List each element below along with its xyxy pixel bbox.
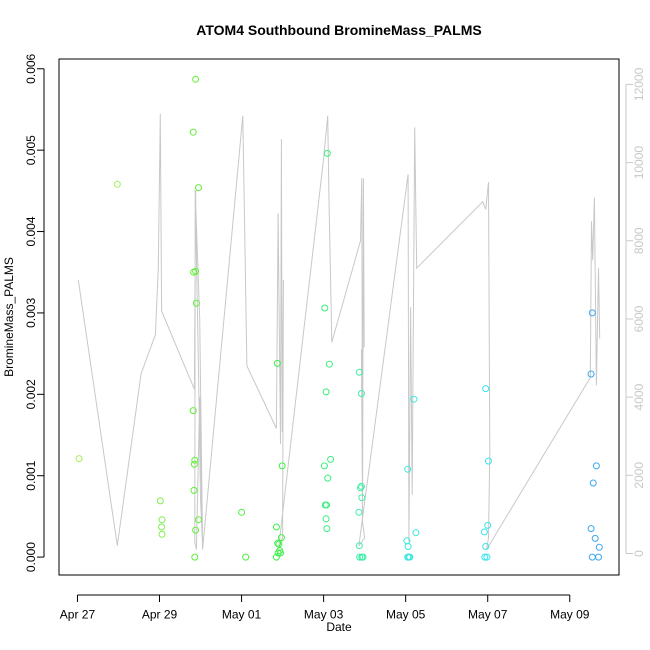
scatter-point [189, 407, 197, 415]
scatter-point [355, 542, 363, 550]
scatter-point [113, 180, 121, 188]
scatter-point [322, 388, 330, 396]
scatter-point [274, 539, 282, 547]
scatter-point [191, 553, 199, 561]
scatter-point [277, 534, 285, 542]
scatter-point [404, 543, 412, 550]
x-tick-label: May 09 [550, 608, 590, 622]
y2-tick-label: 2000 [632, 462, 646, 489]
scatter-point [356, 553, 364, 561]
scatter-point [275, 540, 283, 548]
y-tick-label: 0.006 [24, 53, 38, 83]
scatter-point [591, 534, 599, 542]
scatter-point [190, 486, 198, 494]
scatter-point [192, 75, 200, 83]
scatter-point [158, 523, 166, 531]
scatter-point [482, 385, 490, 393]
scatter-point [589, 479, 597, 487]
scatter-point [324, 474, 332, 482]
scatter-point [480, 528, 488, 536]
x-tick-label: May 07 [468, 608, 508, 622]
scatter-point [595, 553, 602, 561]
y-axis-label: BromineMass_PALMS [2, 257, 16, 377]
y-tick-label: 0.001 [24, 460, 38, 490]
x-tick-label: May 03 [304, 608, 344, 622]
scatter-point [272, 553, 280, 561]
scatter-point [190, 460, 198, 468]
scatter-point [482, 543, 490, 550]
scatter-point [410, 395, 418, 403]
scatter-point [595, 543, 603, 551]
scatter-point [355, 508, 363, 516]
y-tick-label: 0.000 [24, 542, 38, 572]
x-tick-label: May 01 [222, 608, 262, 622]
scatter-point [189, 128, 197, 136]
scatter-point [359, 553, 367, 561]
y2-tick-label: 8000 [632, 227, 646, 254]
scatter-point [484, 521, 492, 529]
scatter-point [485, 457, 492, 465]
scatter-point [195, 516, 202, 524]
scatter-points [75, 75, 603, 561]
x-tick-label: May 05 [386, 608, 426, 622]
scatter-point [238, 508, 246, 516]
x-tick-label: Apr 27 [60, 608, 96, 622]
scatter-point [158, 530, 166, 538]
scatter-point [587, 525, 595, 533]
scatter-point [192, 299, 200, 307]
scatter-point [406, 553, 414, 561]
y2-tick-label: 10000 [632, 146, 646, 180]
scatter-point [483, 553, 491, 561]
scatter-point [321, 304, 329, 312]
axes: Apr 27 Apr 29 May 01 May 03 May 05 May 07 May … [24, 53, 646, 621]
scatter-point [195, 184, 202, 192]
y2-tick-label: 0 [632, 550, 646, 557]
right-axis-line-series [77, 113, 601, 550]
y2-tick-label: 4000 [632, 383, 646, 410]
scatter-point [323, 525, 331, 533]
scatter-point [75, 455, 83, 463]
scatter-point [588, 553, 596, 561]
scatter-point [158, 516, 166, 524]
scatter-point [587, 370, 595, 378]
line-series [77, 113, 601, 550]
scatter-point [357, 482, 365, 490]
scatter-point [323, 501, 330, 509]
scatter-point [327, 455, 335, 463]
scatter-point [242, 553, 250, 561]
scatter-point [592, 462, 600, 470]
y2-tick-label: 12000 [632, 67, 646, 101]
scatter-point [191, 456, 199, 464]
scatter-point [278, 462, 286, 470]
scatter-point [357, 390, 365, 397]
scatter-point [323, 149, 331, 157]
scatter-point [156, 497, 164, 505]
scatter-point [588, 309, 596, 317]
scatter-point [192, 267, 200, 275]
chart-title: ATOM4 Southbound BromineMass_PALMS [196, 22, 481, 38]
y-tick-label: 0.002 [24, 379, 38, 409]
x-axis-label: Date [326, 620, 352, 634]
scatter-point [481, 553, 489, 561]
scatter-point [272, 523, 280, 531]
scatter-point [277, 549, 284, 557]
scatter-point [325, 360, 333, 368]
y-tick-label: 0.005 [24, 135, 38, 165]
y-tick-label: 0.004 [24, 216, 38, 246]
scatter-point [273, 359, 281, 367]
scatter-point [355, 368, 363, 376]
x-tick-label: Apr 29 [142, 608, 178, 622]
scatter-point [358, 494, 366, 502]
scatter-point [320, 462, 328, 470]
scatter-point [404, 465, 412, 473]
scatter-point [192, 526, 200, 534]
y2-tick-label: 6000 [632, 305, 646, 332]
scatter-point [322, 515, 330, 523]
scatter-point [412, 529, 420, 537]
scatter-point [274, 549, 282, 557]
y-tick-label: 0.003 [24, 298, 38, 328]
plot-frame [58, 58, 620, 576]
